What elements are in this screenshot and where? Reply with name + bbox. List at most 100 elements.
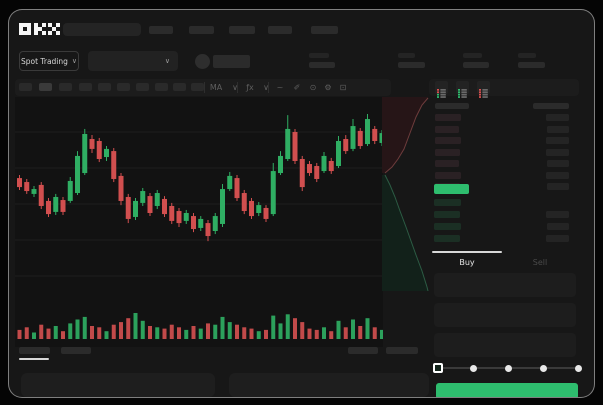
orders-tab[interactable] <box>19 347 50 354</box>
candlestick-chart[interactable] <box>15 97 383 344</box>
volume-bar <box>242 327 247 339</box>
amount-slider[interactable] <box>9 10 594 397</box>
volume-bar <box>264 329 268 339</box>
volume-bar <box>155 327 160 339</box>
search-input[interactable] <box>63 23 141 36</box>
slider-stop[interactable] <box>504 364 512 372</box>
trade-inputs <box>9 10 594 397</box>
ask-row[interactable] <box>429 112 579 123</box>
draw-icon[interactable]: ✐ <box>293 83 301 92</box>
bid-price-placeholder <box>434 235 460 242</box>
slider-stop[interactable] <box>539 364 547 372</box>
camera-icon[interactable]: ⊙ <box>309 83 317 92</box>
pair-name-placeholder <box>213 55 250 68</box>
amount-input[interactable] <box>434 303 576 327</box>
ask-row[interactable] <box>429 170 579 181</box>
candle-body <box>328 160 334 172</box>
candle-body <box>140 191 146 203</box>
price-input[interactable] <box>434 273 576 297</box>
book-bids-view-icon[interactable] <box>456 81 469 98</box>
interval-button-3[interactable] <box>59 83 72 91</box>
nav-item-5[interactable] <box>311 26 338 34</box>
ask-row[interactable] <box>429 158 579 169</box>
candle-body <box>53 196 59 212</box>
stat-3-value <box>463 62 489 68</box>
bid-row[interactable] <box>429 233 579 244</box>
stat-3-label <box>463 53 482 58</box>
bottom-action-2[interactable] <box>386 347 418 354</box>
nav-item-1[interactable] <box>149 26 173 34</box>
nav-item-4[interactable] <box>268 26 292 34</box>
candle-body <box>220 189 225 224</box>
fullscreen-icon[interactable]: ⊡ <box>339 83 347 92</box>
ask-row[interactable] <box>429 135 579 146</box>
bottom-panel-1 <box>21 373 215 397</box>
pair-selector-dropdown[interactable]: ∨ <box>88 51 178 71</box>
volume-bar <box>162 328 167 339</box>
volume-bar <box>198 328 203 339</box>
interval-button-7[interactable] <box>136 83 149 91</box>
book-asks-view-icon[interactable] <box>477 81 490 98</box>
candle-body <box>205 223 211 237</box>
candle-body <box>111 151 117 179</box>
settings-icon[interactable]: ⚙ <box>324 83 332 92</box>
bid-row[interactable] <box>429 197 579 208</box>
book-combined-view-icon[interactable] <box>435 81 448 98</box>
volume-bar <box>126 318 131 339</box>
stat-2-value <box>398 62 425 68</box>
candle-body <box>125 196 131 219</box>
candle-body <box>162 198 167 215</box>
stat-4-label <box>518 53 536 58</box>
bottom-action-1[interactable] <box>348 347 378 354</box>
last-price-badge <box>434 184 469 194</box>
chevron-down-icon[interactable]: ∨ <box>263 83 269 92</box>
ask-amount-placeholder <box>546 137 569 144</box>
interval-button-6[interactable] <box>117 83 130 91</box>
interval-button-10[interactable] <box>191 83 204 91</box>
volume-bar <box>191 326 196 339</box>
volume-bar <box>119 322 123 339</box>
candle-body <box>299 159 305 188</box>
line-style-icon[interactable]: ~ <box>276 83 284 92</box>
ask-price-placeholder <box>435 137 461 144</box>
total-input[interactable] <box>434 333 576 357</box>
nav-item-2[interactable] <box>189 26 214 34</box>
bid-row[interactable] <box>429 221 579 232</box>
volume-bar <box>32 332 36 339</box>
fx-indicator-icon[interactable]: ƒx <box>246 83 254 92</box>
history-tab[interactable] <box>61 347 91 354</box>
chevron-down-icon[interactable]: ∨ <box>232 83 238 92</box>
slider-stop[interactable] <box>574 364 582 372</box>
okx-logo-icon <box>19 23 60 35</box>
ma-indicator-icon[interactable]: MA <box>209 83 223 92</box>
tab-sell[interactable]: Sell <box>532 258 548 267</box>
interval-button-8[interactable] <box>155 83 168 91</box>
interval-button-4[interactable] <box>79 83 92 91</box>
bid-row[interactable] <box>429 209 579 220</box>
slider-stop[interactable] <box>469 364 477 372</box>
interval-button-9[interactable] <box>173 83 186 91</box>
slider-handle[interactable] <box>433 363 443 373</box>
volume-bar <box>235 324 239 339</box>
interval-button-1[interactable] <box>19 83 32 91</box>
volume-bar <box>133 313 138 339</box>
volume-bar <box>75 319 80 339</box>
interval-button-5[interactable] <box>98 83 111 91</box>
submit-buy-button[interactable] <box>436 383 578 397</box>
candle-body <box>46 200 51 215</box>
volume-bar <box>17 329 22 339</box>
volume-bar <box>61 331 65 339</box>
volume-bar <box>148 326 152 339</box>
ask-row[interactable] <box>429 147 579 158</box>
candle-body <box>75 155 80 194</box>
nav-item-3[interactable] <box>229 26 255 34</box>
candle-body <box>67 180 73 201</box>
market-type-dropdown[interactable]: Spot Trading ∨ <box>19 51 79 71</box>
interval-button-2[interactable] <box>39 83 52 91</box>
tab-buy[interactable]: Buy <box>459 258 475 267</box>
stat-4-value <box>518 62 545 68</box>
ask-row[interactable] <box>429 124 579 135</box>
candle-body <box>372 128 378 141</box>
toolbar-divider <box>204 82 205 93</box>
volume-bar <box>271 315 276 339</box>
